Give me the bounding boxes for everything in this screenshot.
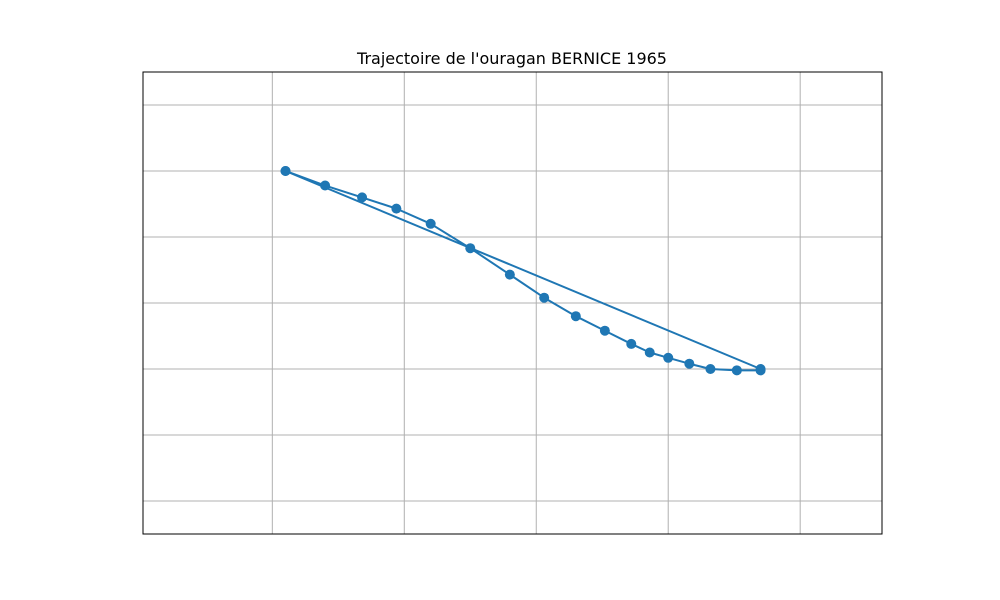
track-point-7 <box>539 292 550 303</box>
track-point-14 <box>705 364 716 374</box>
track-point-4 <box>425 218 436 229</box>
track-point-18 <box>280 166 291 176</box>
track-point-15 <box>731 365 742 376</box>
track-point-2 <box>357 192 368 203</box>
track-point-1 <box>320 180 331 191</box>
track-point-3 <box>391 203 402 214</box>
track-point-17 <box>755 364 766 374</box>
track-point-9 <box>599 325 610 336</box>
plot-frame <box>142 71 883 535</box>
track-point-6 <box>504 269 515 280</box>
track-point-13 <box>684 358 695 369</box>
track-point-10 <box>626 338 637 349</box>
track-point-12 <box>663 352 674 363</box>
chart-title: Trajectoire de l'ouragan BERNICE 1965 <box>356 49 667 68</box>
series-layer <box>280 166 766 376</box>
track-point-8 <box>570 311 581 322</box>
series-line-0 <box>285 170 762 372</box>
track-point-5 <box>465 243 476 254</box>
grid-layer <box>143 72 882 534</box>
track-point-11 <box>644 347 655 358</box>
